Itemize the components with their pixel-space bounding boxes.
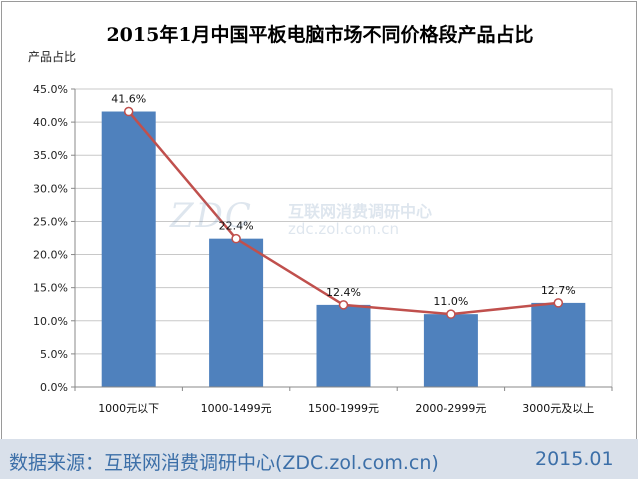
data-label: 12.4% xyxy=(326,286,361,299)
x-tick-label: 1000-1499元 xyxy=(201,402,272,415)
y-tick-label: 15.0% xyxy=(33,282,68,295)
x-tick-label: 3000元及以上 xyxy=(522,402,594,415)
axes: 0.0% 5.0% 10.0% 15.0% 20.0% 25.0% 30.0% 35.0% 40… xyxy=(33,83,613,415)
y-tick-label: 30.0% xyxy=(33,182,68,195)
footer-source: 数据来源：互联网消费调研中心(ZDC.zol.com.cn) xyxy=(9,452,439,474)
y-tick-label: 25.0% xyxy=(33,215,68,228)
x-tick-label: 1500-1999元 xyxy=(308,402,379,415)
y-tick-label: 40.0% xyxy=(33,116,68,129)
footer-bar xyxy=(0,439,638,479)
data-label: 12.7% xyxy=(541,284,576,297)
data-label: 11.0% xyxy=(433,295,468,308)
bar xyxy=(423,314,478,387)
data-point xyxy=(338,300,349,310)
data-point xyxy=(446,309,456,319)
data-point xyxy=(123,106,134,117)
chart-title: 2015年1月中国平板电脑市场不同价格段产品占比 xyxy=(106,24,534,46)
footer-date: 2015.01 xyxy=(535,448,614,470)
y-tick-label: 20.0% xyxy=(33,249,68,262)
x-tick-label: 1000元以下 xyxy=(98,402,159,415)
y-axis-label: 产品占比 xyxy=(28,50,77,64)
y-tick-label: 5.0% xyxy=(40,348,68,361)
bar xyxy=(531,302,586,387)
series-line xyxy=(127,110,559,316)
data-label: 41.6% xyxy=(111,93,146,106)
bar-line-chart: 0.0% 5.0% 10.0% 15.0% 20.0% 25.0% 30.0% 35.0% 40… xyxy=(33,83,613,415)
trend-line xyxy=(123,106,564,319)
bar xyxy=(101,111,156,387)
y-tick-label: 35.0% xyxy=(33,149,68,162)
y-tick-label: 0.0% xyxy=(40,381,68,394)
bars xyxy=(101,111,586,387)
y-tick-label: 45.0% xyxy=(33,83,68,96)
data-label: 22.4% xyxy=(219,220,254,233)
y-tick-label: 10.0% xyxy=(33,315,68,328)
x-tick-label: 2000-2999元 xyxy=(415,402,486,415)
bar xyxy=(209,238,264,387)
data-point xyxy=(231,233,241,244)
data-labels: 41.6% 22.4% 12.4% 11.0% 12.7% xyxy=(111,93,576,309)
data-point xyxy=(553,298,564,308)
bar xyxy=(316,304,371,387)
gridlines xyxy=(74,88,613,388)
